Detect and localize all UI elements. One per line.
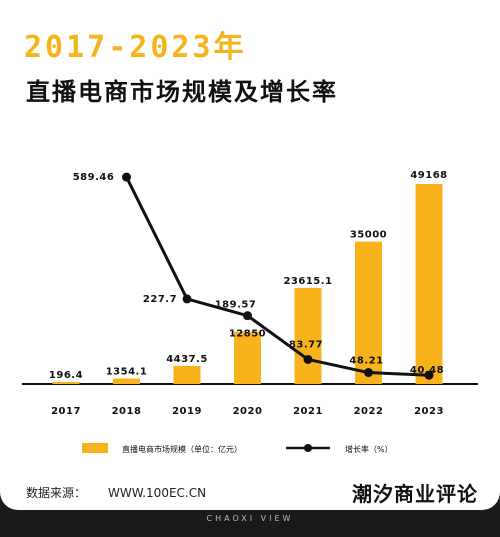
rate-label-2021: 83.77 [289,339,323,350]
bar-label-2019: 4437.5 [166,354,208,365]
bar-2021 [294,287,322,384]
rate-point-2020 [243,311,252,321]
bar-label-2020: 12850 [229,329,266,340]
growth-rate-line [125,176,430,377]
bar-label-2021: 23615.1 [283,276,332,287]
chart-card: 2017-2023年 直播电商市场规模及增长率 196.4 1354.1 4437.… [0,0,500,510]
x-tick-2021: 2021 [293,406,323,417]
rate-point-2021 [303,354,313,364]
rate-point-2018 [122,172,131,182]
brand-name: 潮汐商业评论 [352,482,478,506]
rate-point-2023 [424,370,434,380]
bar-2019 [173,365,201,384]
rate-label-2019: 227.7 [143,294,177,305]
legend: 直播电商市场规模（单位：亿元） 增长率（%） [82,443,393,454]
rate-label-2023: 40.48 [410,365,444,376]
bar-2022 [355,241,382,384]
bar-label-2023: 49168 [410,170,447,181]
page-title: 直播电商市场规模及增长率 [26,78,338,106]
source-line: 数据来源： WWW.100EC.CN [26,484,206,501]
legend-line-marker [304,444,312,452]
legend-bar-label: 直播电商市场规模（单位：亿元） [122,444,242,454]
bar-label-2017: 196.4 [49,370,83,381]
bar-2017 [52,382,80,384]
bar-2020 [234,331,261,384]
rate-label-2020: 189.57 [215,300,257,311]
legend-bar-swatch [82,443,108,453]
x-tick-2017: 2017 [51,406,81,417]
footer-text: CHAOXI VIEW [206,514,294,523]
bar-label-2018: 1354.1 [106,366,148,377]
x-tick-2020: 2020 [233,406,263,417]
source-label: 数据来源： [26,486,87,500]
bar-2018 [113,378,140,384]
rate-point-2022 [364,368,373,378]
x-tick-2019: 2019 [172,406,202,417]
line-group [122,172,434,380]
rate-point-2019 [182,294,192,304]
rate-label-2018: 589.46 [73,172,115,183]
x-tick-2023: 2023 [414,406,444,417]
x-tick-labels: 2017 2018 2019 2020 2021 2022 2023 [51,406,444,417]
title-year: 2017-2023年 [24,30,247,65]
source-url: WWW.100EC.CN [108,486,207,500]
x-tick-2022: 2022 [354,406,384,417]
bar-label-2022: 35000 [350,230,387,241]
x-tick-2018: 2018 [112,406,142,417]
chart: 196.4 1354.1 4437.5 12850 23615.1 35000 49168 5… [22,170,478,454]
bars-group [52,184,443,384]
legend-line-label: 增长率（%） [345,444,393,454]
bar-2023 [415,184,443,384]
rate-label-2022: 48.21 [349,356,383,367]
labels-group: 196.4 1354.1 4437.5 12850 23615.1 35000 49168 5… [49,170,447,381]
